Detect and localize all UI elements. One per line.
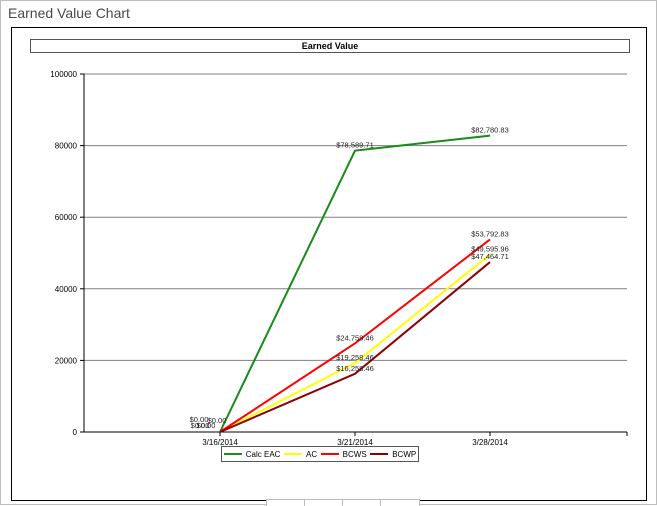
data-label: $16,258.46 [336, 364, 374, 373]
x-tick-label: 3/21/2014 [337, 438, 373, 447]
y-tick-label: 20000 [55, 356, 78, 365]
chart-title: Earned Value [30, 39, 630, 53]
y-tick-label: 0 [73, 428, 78, 437]
legend-swatch [223, 453, 242, 455]
series-line-bcws [219, 238, 491, 433]
chart-panel: Earned Value [11, 27, 647, 501]
footer-tab [380, 499, 420, 506]
data-label: $78,589.71 [336, 141, 374, 150]
y-tick-label: 80000 [55, 142, 78, 151]
data-label: $24,758.46 [336, 333, 374, 342]
series-line-ac [219, 253, 491, 433]
legend-swatch [370, 453, 389, 455]
legend-swatch [320, 453, 339, 455]
series-line-calc-eac [219, 134, 491, 433]
window-title: Earned Value Chart [8, 5, 130, 21]
legend-label: BCWS [342, 449, 367, 459]
legend-swatch [284, 453, 302, 455]
y-tick-label: 40000 [55, 285, 78, 294]
legend-item: Calc EAC [223, 449, 281, 459]
data-label: $0.00 [208, 416, 227, 425]
x-tick-label: 3/28/2014 [472, 438, 508, 447]
data-label: $0.00 [190, 415, 209, 424]
legend-item: BCWS [320, 449, 367, 459]
legend-item: BCWP [370, 450, 416, 459]
data-label: $49,595.96 [471, 244, 509, 253]
series-line-bcwp [219, 261, 491, 433]
y-tick-label: 100000 [50, 70, 77, 79]
data-label: $19,258.46 [336, 353, 374, 362]
legend-item: AC [284, 450, 317, 459]
legend-label: Calc EAC [245, 449, 281, 459]
chart-legend: Calc EAC AC BCWS BCWP [221, 446, 419, 462]
data-label: $0.00 [197, 421, 216, 430]
legend-label: AC [306, 449, 318, 459]
data-label: $53,792.83 [471, 229, 509, 238]
data-label: $82,780.83 [471, 126, 509, 135]
y-tick-label: 60000 [55, 213, 78, 222]
data-label: $0.00 [191, 421, 210, 430]
x-tick-label: 3/16/2014 [202, 438, 238, 447]
legend-label: BCWP [392, 449, 417, 459]
data-label: $47,464.71 [471, 252, 509, 261]
